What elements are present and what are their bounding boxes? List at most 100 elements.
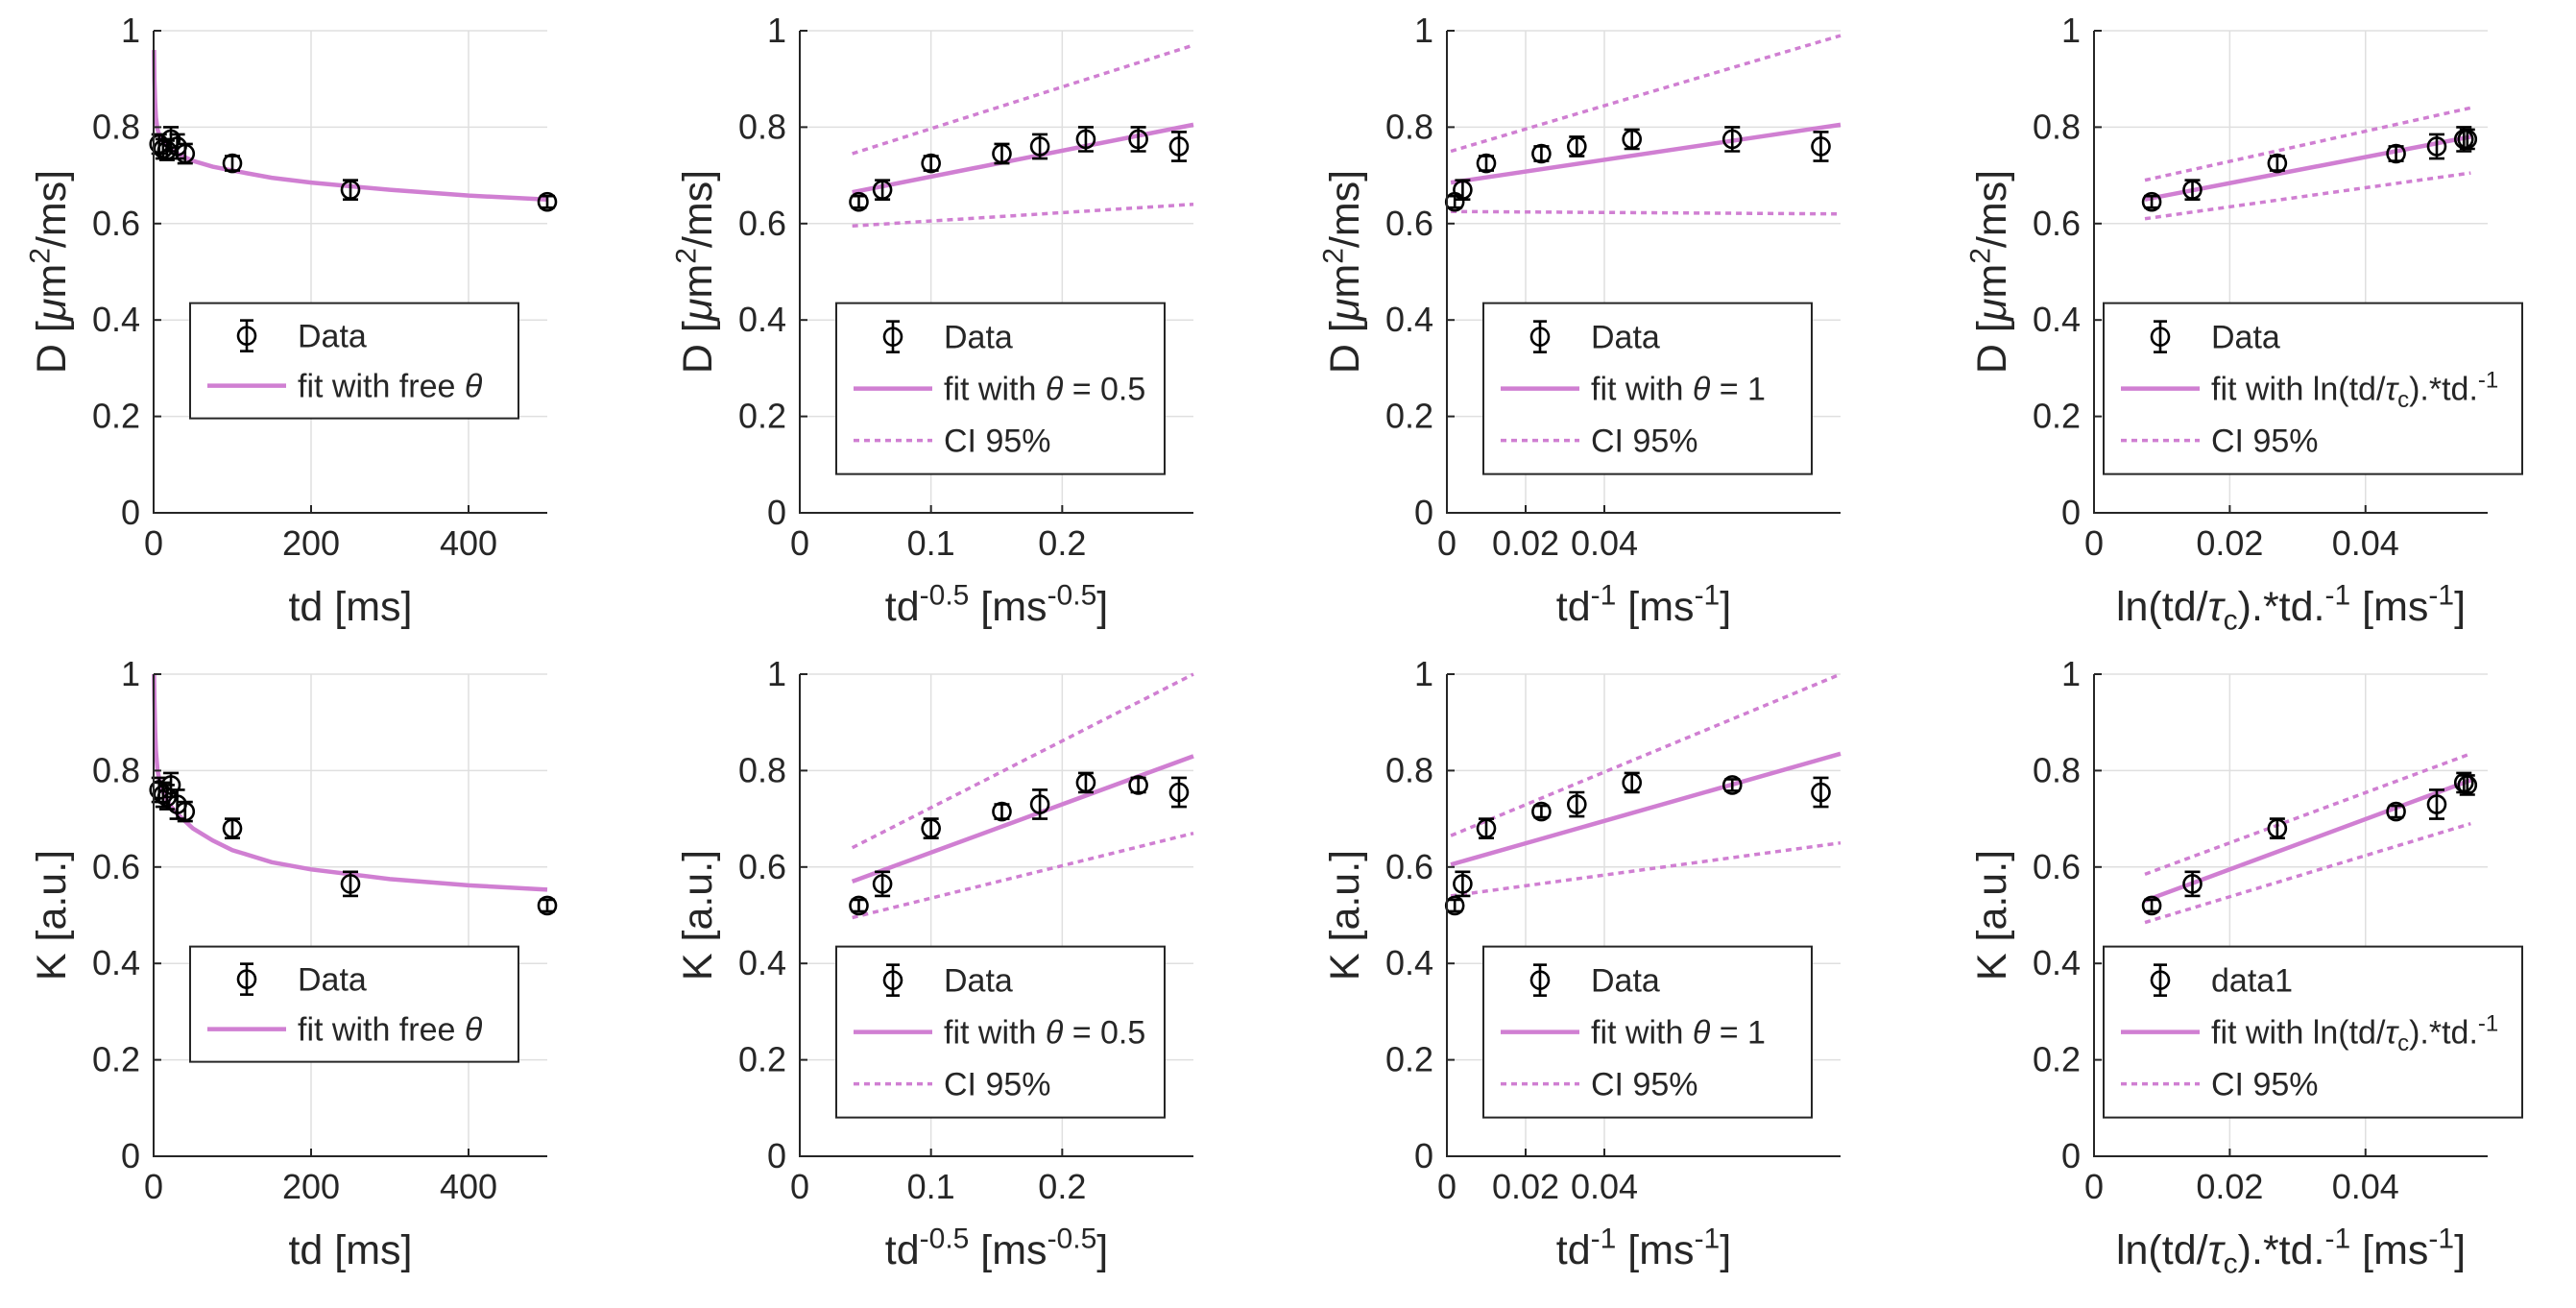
legend-box	[189, 945, 519, 1063]
ci-upper-line	[1450, 34, 1842, 154]
y-tick-label: 0.2	[1385, 397, 1433, 436]
data-marker	[1029, 794, 1050, 814]
legend-marker-swatch	[236, 969, 257, 989]
y-tick-label: 1	[767, 11, 786, 50]
panel-6: 0 0.2 0.4 0.6 0.8 1 0 0.1 0.2 td-0.5 [ms-0.5] K [a…	[675, 654, 1194, 1273]
x-tick-label: 0	[2084, 1167, 2104, 1206]
data-marker	[222, 153, 243, 174]
data-point	[1128, 126, 1148, 153]
data-marker	[1567, 136, 1587, 157]
ci-upper-line	[852, 43, 1194, 156]
data-marker	[1531, 801, 1552, 822]
legend-entry-label: Data	[298, 319, 367, 355]
panel-4: 0 0.2 0.4 0.6 0.8 1 0 0.02 0.04 ln(td/τc).*td.-1 …	[1965, 11, 2523, 637]
y-tick-label: 0.4	[738, 943, 786, 982]
panel-2: 0 0.2 0.4 0.6 0.8 1 0 0.1 0.2 td-0.5 [ms-0.5] D [μ…	[671, 11, 1194, 630]
legend-entry-label: fit with θ = 0.5	[944, 372, 1145, 408]
y-tick-label: 0.4	[92, 943, 140, 982]
y-axis-label: D [μm2/ms]	[1965, 170, 2015, 374]
y-tick-label: 0.6	[2033, 847, 2081, 886]
x-tick-label: 0.04	[2332, 1167, 2399, 1206]
y-tick-label: 0	[121, 1136, 140, 1175]
y-tick-label: 0.2	[2033, 1040, 2081, 1079]
data-marker	[2182, 874, 2203, 894]
legend-entry-label: fit with free θ	[298, 369, 483, 405]
data-marker	[872, 874, 893, 894]
data-point	[1622, 128, 1642, 151]
y-tick-label: 0.2	[92, 397, 140, 436]
x-axis-label: td [ms]	[288, 1227, 412, 1273]
legend: Data fit with θ = 1 CI 95%	[1482, 302, 1813, 475]
data-point	[992, 801, 1012, 822]
x-axis-label: td [ms]	[288, 584, 412, 630]
ci-lower-line	[2144, 171, 2471, 221]
data-marker	[1168, 136, 1190, 157]
y-tick-label: 0.2	[1385, 1040, 1433, 1079]
data-marker	[2426, 136, 2447, 157]
y-tick-label: 0.2	[738, 397, 786, 436]
data-point	[2182, 179, 2203, 201]
y-tick-label: 0.4	[1385, 300, 1433, 339]
legend-entry-label: fit with θ = 1	[1591, 372, 1766, 408]
data-point	[1811, 131, 1831, 162]
legend-entry-label: Data	[944, 963, 1013, 1000]
data-point	[1453, 179, 1473, 201]
panel-7: 0 0.2 0.4 0.6 0.8 1 0 0.02 0.04 td-1 [ms-1] K [a.u…	[1322, 654, 1842, 1273]
legend: Data fit with free θ	[189, 945, 519, 1063]
y-tick-label: 0.2	[738, 1040, 786, 1079]
fit-line	[852, 122, 1194, 195]
x-tick-label: 400	[440, 523, 497, 563]
data-marker	[537, 895, 558, 916]
data-point	[340, 179, 361, 201]
ci-upper-line	[2144, 106, 2471, 182]
legend-entry-label: CI 95%	[1591, 1067, 1698, 1103]
x-axis-label: td-0.5 [ms-0.5]	[885, 1223, 1108, 1273]
data-point	[1029, 788, 1050, 820]
legend-marker-swatch	[882, 970, 903, 990]
y-tick-label: 0.6	[2033, 204, 2081, 243]
data-marker	[2267, 153, 2288, 174]
data-point	[1453, 870, 1473, 898]
data-point	[1168, 131, 1190, 162]
x-tick-label: 200	[282, 523, 340, 563]
fit-line	[2144, 134, 2471, 202]
y-tick-label: 1	[121, 11, 140, 50]
legend-entry-label: CI 95%	[1591, 424, 1698, 460]
legend: Data fit with θ = 0.5 CI 95%	[835, 302, 1166, 475]
y-tick-label: 0.4	[1385, 943, 1433, 982]
legend: Data fit with θ = 1 CI 95%	[1482, 945, 1813, 1119]
x-tick-label: 0.1	[907, 1167, 955, 1206]
data-marker	[921, 153, 941, 174]
panel-3: 0 0.2 0.4 0.6 0.8 1 0 0.02 0.04 td-1 [ms-1] D [μm2…	[1318, 11, 1842, 630]
data-point	[992, 142, 1012, 165]
y-axis-label: K [a.u.]	[1969, 850, 2015, 981]
data-marker	[1567, 794, 1587, 814]
data-marker	[2386, 801, 2406, 822]
panel-8: 0 0.2 0.4 0.6 0.8 1 0 0.02 0.04 ln(td/τc).*td.-1 …	[1969, 654, 2523, 1279]
legend-entry-label: CI 95%	[2211, 1067, 2319, 1103]
fit-line	[1450, 122, 1842, 185]
fit-line	[2144, 778, 2472, 904]
legend-marker-swatch	[2150, 970, 2171, 990]
y-axis-label: D [μm2/ms]	[671, 170, 721, 374]
legend-entry-label: CI 95%	[944, 1067, 1051, 1103]
panel-5: 0 0.2 0.4 0.6 0.8 1 0 200 400 td [ms] K [a.u.] Data…	[29, 654, 558, 1273]
data-point	[1567, 790, 1587, 818]
legend-marker-swatch	[1529, 327, 1551, 347]
data-point	[1721, 775, 1743, 795]
y-axis-label: K [a.u.]	[675, 850, 721, 981]
data-point	[2386, 143, 2406, 164]
y-tick-label: 0.2	[92, 1040, 140, 1079]
legend-marker-swatch	[1529, 970, 1551, 990]
legend-box	[189, 302, 519, 420]
y-tick-label: 0.6	[738, 204, 786, 243]
y-tick-label: 0.6	[92, 204, 140, 243]
data-marker	[1622, 772, 1642, 793]
data-marker	[1811, 136, 1831, 157]
x-axis-label: ln(td/τc).*td.-1 [ms-1]	[2116, 580, 2466, 637]
data-marker	[2386, 143, 2406, 164]
data-marker	[1168, 782, 1190, 803]
data-point	[1567, 135, 1587, 157]
legend-entry-label: fit with ln(td/τc).*td.-1​	[2211, 1011, 2498, 1056]
y-tick-label: 1	[2061, 654, 2081, 693]
